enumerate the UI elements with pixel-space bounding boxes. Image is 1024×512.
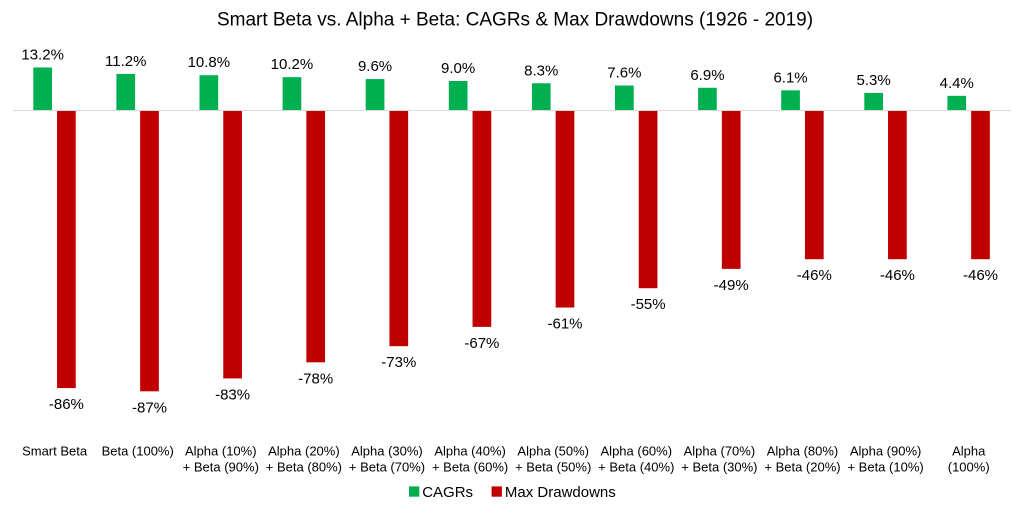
svg-text:-87%: -87%: [132, 399, 167, 416]
svg-text:+ Beta (40%): + Beta (40%): [598, 460, 674, 475]
svg-text:-55%: -55%: [631, 296, 666, 313]
svg-text:-73%: -73%: [381, 354, 416, 371]
svg-text:Max Drawdowns: Max Drawdowns: [505, 484, 616, 501]
svg-text:Alpha (90%): Alpha (90%): [850, 444, 922, 459]
svg-text:9.0%: 9.0%: [441, 60, 475, 77]
svg-text:-67%: -67%: [464, 335, 499, 352]
svg-text:-46%: -46%: [880, 267, 915, 284]
svg-text:+ Beta (70%): + Beta (70%): [349, 460, 425, 475]
svg-text:6.1%: 6.1%: [773, 69, 807, 86]
svg-text:Alpha (20%): Alpha (20%): [268, 444, 340, 459]
svg-text:CAGRs: CAGRs: [422, 484, 473, 501]
svg-text:Alpha (10%): Alpha (10%): [185, 444, 257, 459]
svg-text:Alpha (40%): Alpha (40%): [434, 444, 506, 459]
svg-text:Alpha (60%): Alpha (60%): [601, 444, 673, 459]
svg-text:Smart Beta vs. Alpha + Beta: C: Smart Beta vs. Alpha + Beta: CAGRs & Max…: [217, 10, 813, 31]
svg-text:-49%: -49%: [714, 277, 749, 294]
svg-text:+ Beta (20%): + Beta (20%): [764, 460, 840, 475]
svg-text:13.2%: 13.2%: [21, 46, 64, 63]
svg-text:+ Beta (80%): + Beta (80%): [266, 460, 342, 475]
svg-text:+ Beta (10%): + Beta (10%): [847, 460, 923, 475]
svg-text:-86%: -86%: [49, 396, 84, 413]
svg-text:11.2%: 11.2%: [105, 53, 146, 70]
svg-text:-61%: -61%: [547, 316, 582, 333]
svg-text:+ Beta (90%): + Beta (90%): [183, 460, 259, 475]
svg-text:10.2%: 10.2%: [271, 56, 314, 73]
svg-text:Beta (100%): Beta (100%): [102, 444, 174, 459]
svg-text:4.4%: 4.4%: [940, 75, 974, 92]
svg-text:8.3%: 8.3%: [524, 62, 558, 79]
svg-text:+ Beta (30%): + Beta (30%): [681, 460, 757, 475]
svg-text:5.3%: 5.3%: [857, 72, 891, 89]
svg-text:Alpha (70%): Alpha (70%): [684, 444, 756, 459]
svg-text:-46%: -46%: [797, 267, 832, 284]
svg-text:-46%: -46%: [963, 267, 998, 284]
svg-text:Alpha: Alpha: [952, 444, 986, 459]
svg-text:-83%: -83%: [215, 386, 250, 403]
svg-text:+ Beta (60%): + Beta (60%): [432, 460, 508, 475]
svg-text:+ Beta (50%): + Beta (50%): [515, 460, 591, 475]
svg-text:(100%): (100%): [948, 460, 990, 475]
svg-text:7.6%: 7.6%: [607, 65, 641, 82]
svg-text:10.8%: 10.8%: [188, 54, 231, 71]
svg-text:Smart Beta: Smart Beta: [22, 444, 88, 459]
svg-text:-78%: -78%: [298, 370, 333, 387]
svg-text:9.6%: 9.6%: [358, 58, 392, 75]
svg-text:6.9%: 6.9%: [690, 67, 724, 84]
svg-text:Alpha (50%): Alpha (50%): [517, 444, 589, 459]
svg-text:Alpha (30%): Alpha (30%): [351, 444, 423, 459]
svg-text:Alpha (80%): Alpha (80%): [767, 444, 839, 459]
